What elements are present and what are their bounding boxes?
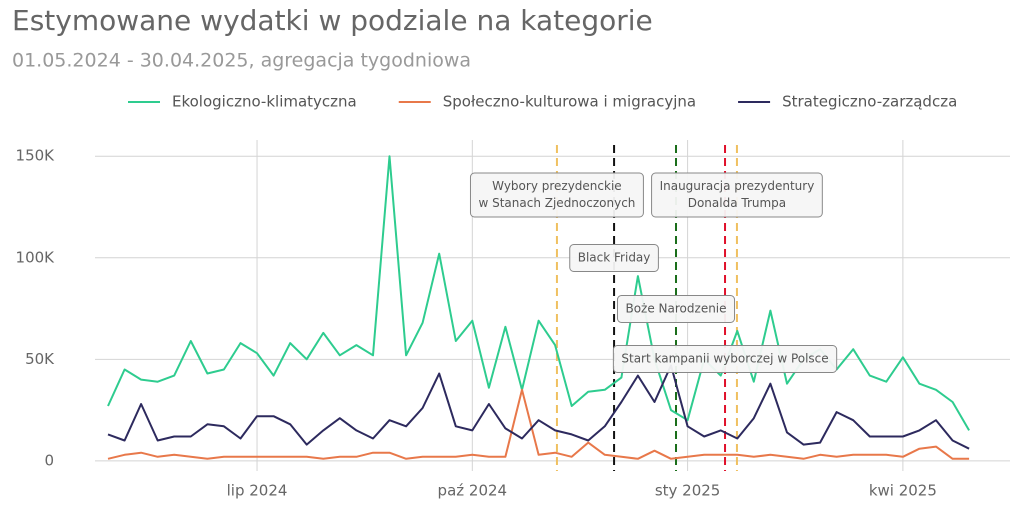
x-tick-label: sty 2025 xyxy=(655,482,721,500)
annotation-box xyxy=(469,172,644,218)
series-line xyxy=(107,364,970,450)
annotation-text: Start kampanii wyborczej w Polsce xyxy=(621,352,828,366)
annotation-text: Inauguracja prezydentury xyxy=(660,179,815,193)
x-tick-label: lip 2024 xyxy=(227,482,288,500)
y-tick-label: 150K xyxy=(16,147,56,165)
annotation-text: w Stanach Zjednoczonych xyxy=(478,196,635,210)
event-annotation: Start kampanii wyborczej w Polsce xyxy=(612,345,838,373)
annotation-text: Black Friday xyxy=(578,251,651,265)
event-annotation: Boże Narodzenie xyxy=(616,295,736,323)
chart-title: Estymowane wydatki w podziale na kategor… xyxy=(12,4,653,37)
y-tick-label: 50K xyxy=(25,350,55,368)
legend-label: Społeczno-kulturowa i migracyjna xyxy=(443,93,696,111)
legend-label: Strategiczno-zarządcza xyxy=(782,93,957,111)
y-tick-label: 100K xyxy=(16,248,56,266)
event-annotation: Wybory prezydenckie w Stanach Zjednoczony… xyxy=(469,172,644,218)
event-annotation: Black Friday xyxy=(569,244,659,272)
y-tick-label: 0 xyxy=(44,451,54,469)
legend-label: Ekologiczno-klimatyczna xyxy=(172,93,357,111)
series-line xyxy=(107,388,970,460)
annotation-box xyxy=(569,244,659,272)
event-annotation: Inauguracja prezydentury Donalda Trumpa xyxy=(651,172,823,218)
annotation-text: Donalda Trumpa xyxy=(688,196,786,210)
annotation-text: Wybory prezydenckie xyxy=(492,179,622,193)
annotation-text: Boże Narodzenie xyxy=(625,302,726,316)
annotation-box xyxy=(612,345,838,373)
x-tick-label: paź 2024 xyxy=(438,482,508,500)
annotation-box xyxy=(651,172,823,218)
chart-subtitle: 01.05.2024 - 30.04.2025, agregacja tygod… xyxy=(12,50,471,72)
x-tick-label: kwi 2025 xyxy=(869,482,937,500)
annotation-box xyxy=(616,295,736,323)
